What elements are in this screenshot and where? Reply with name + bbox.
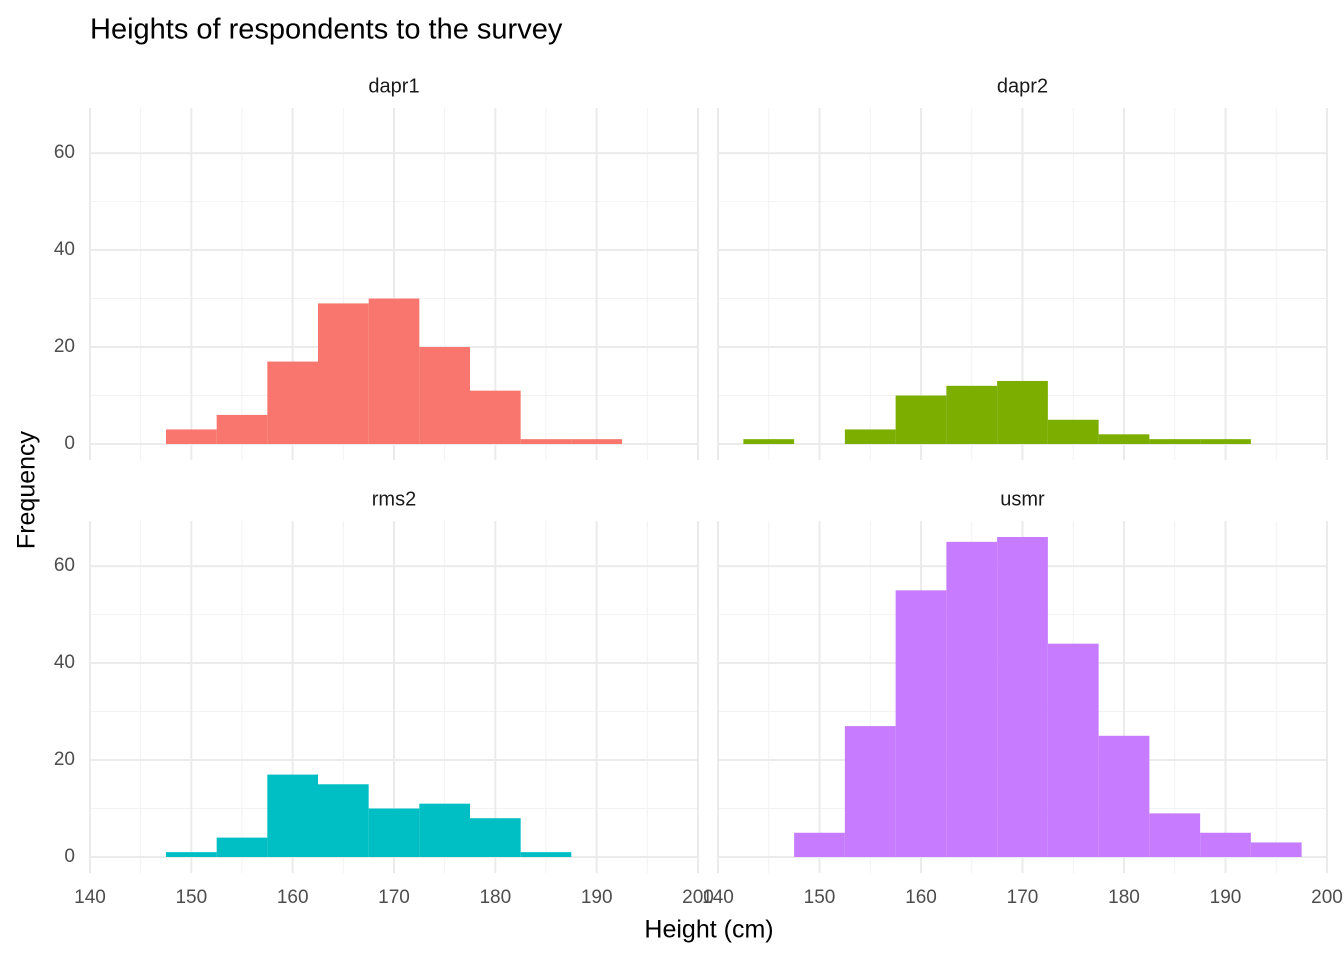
bar xyxy=(267,361,318,444)
y-tick-label: 20 xyxy=(54,749,75,770)
bar xyxy=(1047,419,1099,444)
bar xyxy=(1098,735,1150,857)
y-tick-label: 40 xyxy=(54,239,75,260)
bar xyxy=(895,395,947,444)
x-tick-label: 160 xyxy=(905,887,937,908)
y-tick-label: 60 xyxy=(54,555,75,576)
x-axis-title: Height (cm) xyxy=(644,916,773,944)
bar xyxy=(368,298,420,444)
x-tick-label: 140 xyxy=(702,887,734,908)
bar xyxy=(368,808,420,857)
bar xyxy=(166,429,217,444)
y-tick-label: 60 xyxy=(54,142,75,163)
x-tick-label: 190 xyxy=(581,887,613,908)
bar xyxy=(895,590,947,857)
y-tick-label: 40 xyxy=(54,652,75,673)
x-tick-label: 170 xyxy=(1007,887,1039,908)
bar xyxy=(1098,434,1150,444)
bar xyxy=(997,537,1048,857)
bar xyxy=(571,439,622,444)
x-tick-label: 200 xyxy=(682,887,714,908)
bar xyxy=(1200,439,1251,444)
y-axis-title: Frequency xyxy=(13,430,41,549)
facet-label: rms2 xyxy=(372,488,416,510)
x-tick-label: 180 xyxy=(479,887,511,908)
facet-label: dapr1 xyxy=(368,75,419,97)
x-tick-label: 150 xyxy=(175,887,207,908)
bar xyxy=(520,852,572,857)
bar xyxy=(520,439,572,444)
x-tick-label: 180 xyxy=(1108,887,1140,908)
y-tick-label: 0 xyxy=(64,846,75,867)
x-tick-label: 140 xyxy=(74,887,106,908)
bar xyxy=(216,837,268,857)
x-tick-label: 160 xyxy=(277,887,309,908)
bar xyxy=(318,303,369,444)
bar xyxy=(216,414,268,444)
x-tick-label: 200 xyxy=(1311,887,1343,908)
y-tick-label: 0 xyxy=(64,433,75,454)
bar xyxy=(946,385,998,444)
bar xyxy=(1149,439,1201,444)
bar xyxy=(844,726,896,857)
bar xyxy=(318,784,369,857)
bar xyxy=(1200,832,1251,857)
bar xyxy=(470,818,521,857)
bar xyxy=(267,774,318,857)
bar xyxy=(794,832,845,857)
bar xyxy=(997,380,1048,444)
chart-title: Heights of respondents to the survey xyxy=(90,14,563,46)
bar xyxy=(946,541,998,857)
facet-label: dapr2 xyxy=(997,75,1048,97)
bar xyxy=(470,390,521,444)
facet-label: usmr xyxy=(1000,488,1045,510)
bar xyxy=(419,347,470,444)
bar xyxy=(1047,643,1099,857)
y-tick-label: 20 xyxy=(54,336,75,357)
bar xyxy=(1250,842,1302,857)
bar xyxy=(1149,813,1201,857)
bar xyxy=(166,852,217,857)
bar xyxy=(743,439,795,444)
bar xyxy=(419,803,470,857)
x-tick-label: 170 xyxy=(378,887,410,908)
bar xyxy=(844,429,896,444)
x-tick-label: 190 xyxy=(1210,887,1242,908)
x-tick-label: 150 xyxy=(804,887,836,908)
